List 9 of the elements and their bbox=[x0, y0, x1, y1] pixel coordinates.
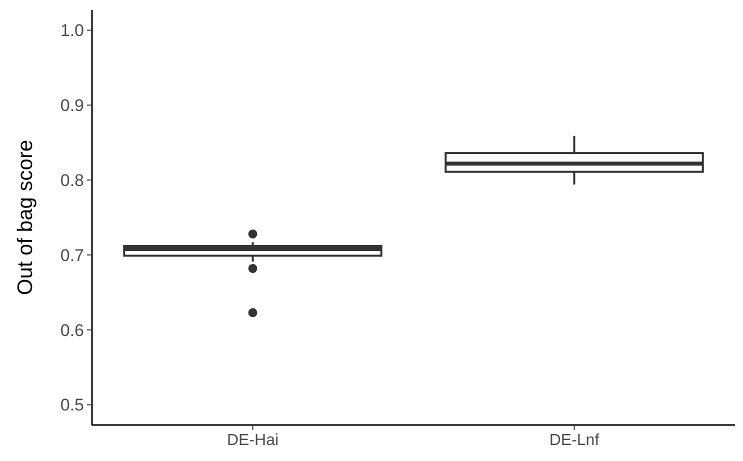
x-tick-label: DE-Hai bbox=[226, 432, 279, 449]
y-tick-label: 0.9 bbox=[60, 96, 84, 116]
y-tick-label: 0.8 bbox=[60, 170, 84, 190]
y-tick-label: 0.6 bbox=[60, 320, 84, 340]
y-tick-label: 1.0 bbox=[60, 21, 84, 40]
y-axis-title: Out of bag score bbox=[14, 140, 37, 296]
x-tick-label: DE-Lnf bbox=[549, 432, 600, 449]
y-tick-label: 0.7 bbox=[60, 246, 84, 265]
y-tick-label: 0.5 bbox=[60, 396, 84, 415]
